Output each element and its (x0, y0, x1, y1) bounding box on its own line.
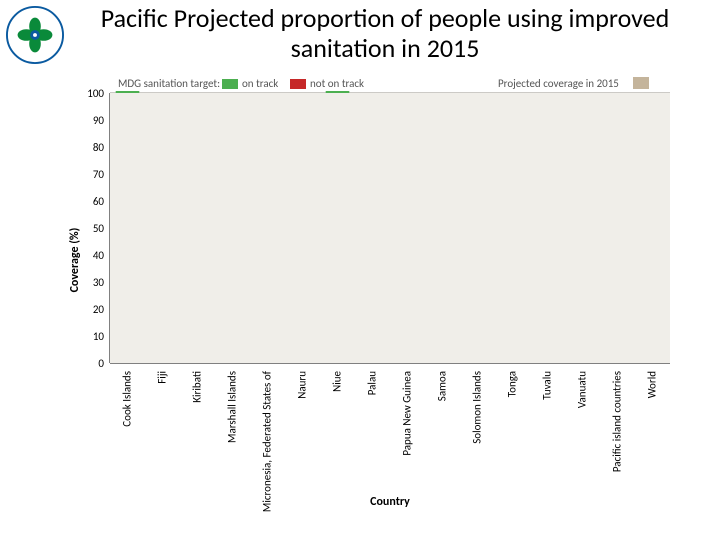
legend-target-label: MDG sanitation target: (118, 77, 220, 90)
legend-not-on-track: not on track (310, 77, 364, 90)
svg-text:60: 60 (93, 195, 105, 208)
legend-not-on-track-swatch (290, 79, 306, 89)
svg-text:30: 30 (93, 276, 105, 289)
category-labels-group: Cook Islands Fiji Kiribati Marshall Islands… (121, 370, 659, 512)
pacific-iwrm-logo (6, 6, 64, 64)
category-label: Marshall Islands (226, 371, 239, 443)
category-label: Tonga (506, 371, 519, 397)
legend-projected-swatch (633, 77, 649, 89)
svg-text:50: 50 (93, 222, 105, 235)
svg-text:70: 70 (93, 168, 105, 181)
svg-text:80: 80 (93, 141, 105, 154)
category-label: World (646, 371, 659, 398)
svg-text:40: 40 (93, 249, 105, 262)
slide-title: Pacific Projected proportion of people u… (70, 4, 700, 64)
legend-on-track-swatch (222, 79, 238, 89)
svg-text:100: 100 (87, 87, 104, 100)
y-axis-label: Coverage (%) (68, 228, 82, 293)
plot-background (110, 93, 670, 363)
category-label: Micronesia, Federated States of (261, 370, 274, 512)
category-label: Cook Islands (121, 371, 134, 427)
category-label: Tuvalu (541, 371, 554, 400)
svg-text:90: 90 (93, 114, 105, 127)
legend-projected-label: Projected coverage in 2015 (498, 77, 619, 90)
category-label: Papua New Guinea (401, 371, 414, 456)
legend-on-track: on track (242, 77, 278, 90)
legend: MDG sanitation target: on track not on t… (118, 77, 649, 90)
chart-container: MDG sanitation target: on track not on t… (50, 75, 690, 525)
y-tick-labels: 0 10 20 30 40 50 60 70 80 90 100 (87, 87, 104, 370)
svg-text:0: 0 (98, 357, 104, 370)
category-label: Niue (331, 370, 344, 391)
category-label: Kiribati (191, 371, 204, 403)
svg-text:10: 10 (93, 330, 105, 343)
x-axis-label: Country (370, 495, 410, 509)
category-label: Solomon Islands (471, 371, 484, 444)
category-label: Nauru (296, 371, 309, 399)
category-label: Samoa (436, 371, 449, 401)
category-label: Fiji (156, 371, 169, 384)
category-label: Palau (366, 371, 379, 396)
category-label: Pacific island countries (611, 371, 624, 472)
svg-text:20: 20 (93, 303, 105, 316)
category-label: Vanuatu (576, 371, 589, 408)
